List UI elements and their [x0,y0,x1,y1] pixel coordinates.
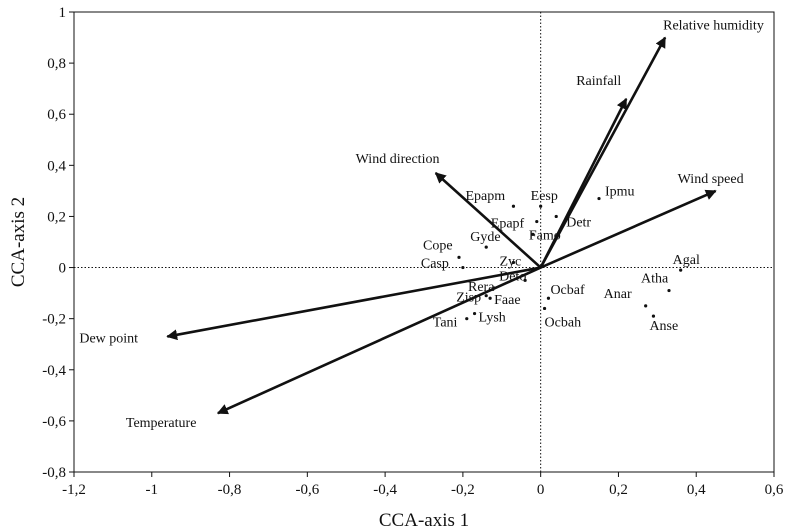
species-point [597,196,601,201]
species-points: Epapm Eesp Epapf Ipmu Detr Famo Gyde Cope Casp Zy… [421,185,700,335]
species-point [679,268,683,272]
vector-arrow [166,266,541,341]
vector-label: Wind direction [356,152,440,167]
species-label: Ocbah [545,315,582,330]
species-label: Anse [649,319,678,334]
vector-arrow [434,172,542,269]
x-tick-label: -0,6 [295,482,319,498]
x-tick-label: 0,2 [609,482,628,498]
species-point [554,214,558,219]
species-label: Atha [641,272,669,287]
x-tick-label: -0,4 [373,482,397,498]
x-axis-title: CCA-axis 1 [379,510,469,531]
species-label: Zisp [456,291,481,306]
species-point [531,232,535,236]
x-tick-label: -0,2 [451,482,475,498]
species-point [484,245,488,249]
x-tick-label: 0,4 [687,482,706,498]
y-tick-label: 0,6 [47,107,66,123]
species-label: Agal [673,253,700,268]
axis-ticks: -1,2 -1 -0,8 -0,6 -0,4 -0,2 0 0,2 0,4 0,6 -0,8 -0,6… [42,5,784,498]
species-point [542,306,547,311]
species-point [651,314,656,318]
vector-arrow [539,97,628,269]
environmental-vectors: Relative humidity Rainfall Wind speed Wind … [79,19,763,432]
vector-label: Temperature [126,416,197,431]
species-point [465,317,469,321]
y-tick-label: 0,8 [47,56,66,72]
x-tick-label: -0,8 [218,482,242,498]
y-tick-label: -0,8 [42,465,66,481]
vector-arrow [216,266,542,415]
species-point [511,260,516,265]
species-point [457,255,461,259]
y-tick-label: -0,4 [42,363,66,379]
species-label: Rera [468,280,495,295]
y-tick-label: -0,2 [42,312,66,328]
species-point [472,311,477,316]
vector-arrow [540,189,717,269]
species-point [535,219,539,224]
species-point [511,204,516,208]
species-point [492,286,496,290]
species-label: Epapf [491,217,525,232]
species-point [667,288,671,293]
species-label: Eesp [531,189,558,204]
reference-lines [74,12,774,472]
x-tick-label: 0 [537,482,545,498]
species-point [644,304,648,308]
vector-label: Rainfall [576,74,621,89]
species-label: Deto [499,269,526,284]
y-tick-label: 0,4 [47,158,66,174]
species-label: Ocbaf [550,283,585,298]
species-point [488,296,492,300]
species-label: Cope [423,238,453,253]
vector-label: Relative humidity [663,19,764,34]
species-point [546,296,551,300]
species-label: Epapm [465,189,505,204]
y-tick-label: 0 [59,261,67,277]
y-tick-label: -0,6 [42,414,66,430]
species-label: Anar [604,287,632,302]
species-label: Ipmu [605,185,635,200]
y-tick-label: 0,2 [47,209,66,225]
species-label: Tani [433,316,458,331]
x-tick-label: -1 [146,482,159,498]
x-tick-label: -1,2 [62,482,86,498]
y-axis-title: CCA-axis 2 [8,197,29,287]
species-label: Famo [529,228,561,243]
species-label: Gyde [470,230,500,245]
species-label: Zyc [499,254,521,269]
plot-frame [73,11,775,473]
species-label: Detr [566,215,591,230]
x-tick-label: 0,6 [765,482,784,498]
species-label: Lysh [479,311,506,326]
species-label: Casp [421,257,449,272]
vector-label: Wind speed [678,172,744,187]
species-point [461,265,465,270]
species-point [523,278,527,282]
species-point [539,204,543,208]
species-point [484,294,488,298]
vector-label: Dew point [79,332,138,347]
species-label: Faae [494,293,520,308]
y-tick-label: 1 [59,5,67,21]
